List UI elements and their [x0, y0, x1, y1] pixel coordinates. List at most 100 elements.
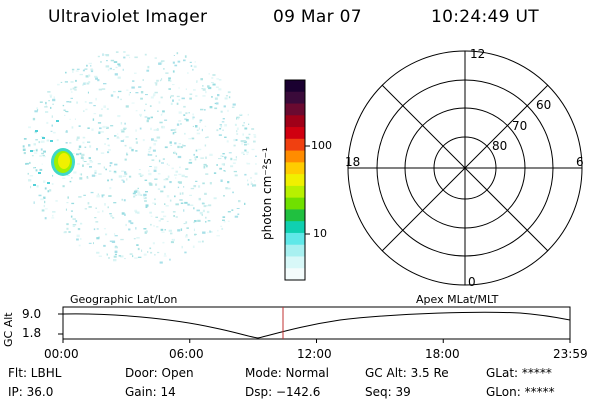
noise-speck [76, 234, 80, 238]
noise-speck [113, 259, 117, 262]
noise-speck [125, 105, 129, 108]
noise-speck [35, 148, 38, 151]
noise-speck [101, 88, 106, 90]
noise-speck [192, 116, 195, 119]
noise-speck [43, 196, 46, 199]
noise-speck [198, 127, 200, 130]
noise-speck [145, 206, 148, 208]
noise-speck [148, 182, 152, 185]
noise-speck [102, 53, 104, 56]
noise-speck [150, 116, 153, 119]
noise-speck [180, 228, 183, 231]
noise-speck [209, 182, 212, 185]
noise-speck [163, 178, 167, 181]
noise-speck [76, 101, 78, 104]
color-scale-segment [285, 115, 305, 128]
noise-speck [233, 170, 237, 173]
noise-speck-bright [50, 140, 53, 142]
noise-speck [153, 129, 156, 131]
noise-speck [77, 163, 80, 165]
noise-speck [85, 108, 88, 111]
noise-speck [120, 140, 124, 142]
noise-speck [149, 154, 153, 156]
noise-speck [205, 221, 207, 223]
noise-speck [195, 149, 198, 152]
noise-speck [97, 122, 102, 124]
noise-speck [52, 214, 54, 217]
noise-speck [94, 172, 97, 174]
noise-speck [163, 215, 167, 218]
color-scale-segment [285, 162, 305, 175]
noise-speck [174, 174, 178, 176]
noise-speck [175, 203, 179, 206]
noise-speck [177, 229, 181, 232]
color-scale-segment [285, 174, 305, 187]
noise-speck [195, 125, 198, 128]
noise-speck [183, 209, 185, 212]
noise-speck [123, 199, 126, 202]
noise-speck [145, 103, 147, 105]
noise-speck [31, 150, 35, 152]
mode-info: Mode: Normal [245, 366, 329, 380]
noise-speck [134, 72, 137, 74]
noise-speck [242, 140, 246, 143]
noise-speck [134, 194, 137, 196]
noise-speck [220, 225, 223, 227]
noise-speck [147, 65, 150, 69]
noise-speck [236, 130, 238, 133]
noise-speck [237, 213, 240, 215]
noise-speck [125, 223, 127, 227]
noise-speck [166, 163, 168, 166]
noise-speck [170, 102, 173, 105]
noise-speck [65, 208, 67, 211]
noise-speck [145, 204, 149, 207]
noise-speck [161, 60, 165, 62]
noise-speck [110, 59, 115, 62]
noise-speck [114, 250, 118, 253]
noise-speck [188, 112, 190, 114]
noise-speck [144, 231, 147, 234]
noise-speck [128, 93, 130, 96]
noise-speck [51, 124, 53, 127]
noise-speck [174, 150, 176, 153]
noise-speck [235, 156, 237, 159]
noise-speck [136, 237, 140, 239]
noise-speck [252, 184, 254, 187]
noise-speck [132, 255, 134, 258]
noise-speck [117, 76, 121, 79]
x-tick-1800: 18:00 [425, 347, 460, 361]
noise-speck [31, 155, 34, 157]
noise-speck [215, 86, 219, 88]
noise-speck [64, 231, 67, 233]
noise-speck [51, 183, 54, 185]
noise-speck [168, 88, 171, 90]
noise-speck [243, 153, 245, 155]
color-scale-frame [284, 79, 306, 281]
noise-speck [90, 191, 94, 194]
noise-speck [236, 117, 238, 120]
noise-speck [121, 179, 124, 181]
noise-speck [177, 186, 180, 189]
noise-speck [226, 140, 229, 143]
noise-speck [109, 164, 112, 167]
noise-speck [75, 220, 78, 223]
noise-speck [133, 195, 136, 198]
noise-speck [148, 148, 151, 151]
noise-speck [172, 84, 175, 86]
noise-speck [192, 245, 195, 248]
noise-speck [176, 123, 180, 126]
noise-speck [82, 141, 85, 144]
noise-speck [253, 135, 257, 138]
noise-speck-bright [47, 182, 50, 184]
noise-speck [107, 206, 109, 209]
noise-speck [68, 231, 71, 233]
noise-speck [176, 52, 179, 55]
filter-info: Flt: LBHL [8, 366, 62, 380]
noise-speck [88, 157, 91, 160]
noise-speck [187, 203, 190, 206]
noise-speck [172, 61, 175, 64]
noise-speck [113, 61, 118, 63]
noise-speck [139, 194, 143, 196]
noise-speck [98, 88, 102, 91]
noise-speck [95, 221, 99, 223]
